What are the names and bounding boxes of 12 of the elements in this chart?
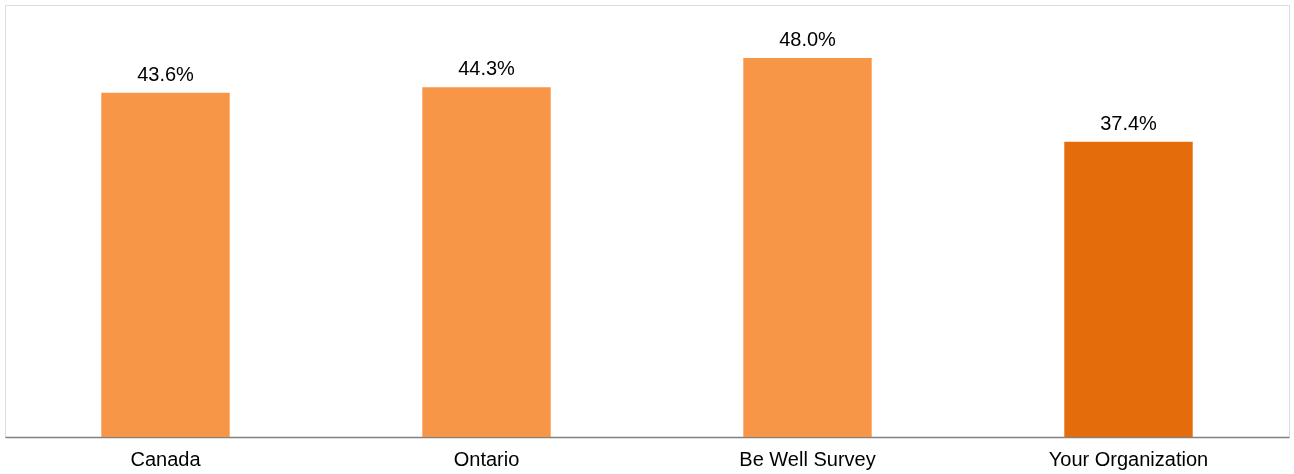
data-label: 37.4% <box>1100 111 1158 134</box>
x-tick-label: Be Well Survey <box>739 447 876 470</box>
x-tick-label: Ontario <box>453 447 520 470</box>
data-label: 43.6% <box>137 62 195 85</box>
x-tick-label: Your Organization <box>1048 447 1209 470</box>
data-label: 44.3% <box>458 57 516 80</box>
bar <box>1064 141 1193 437</box>
bar <box>743 58 872 437</box>
data-label: 48.0% <box>779 28 837 51</box>
x-tick-label: Canada <box>130 447 202 470</box>
bar <box>422 87 551 437</box>
bar <box>101 92 230 437</box>
